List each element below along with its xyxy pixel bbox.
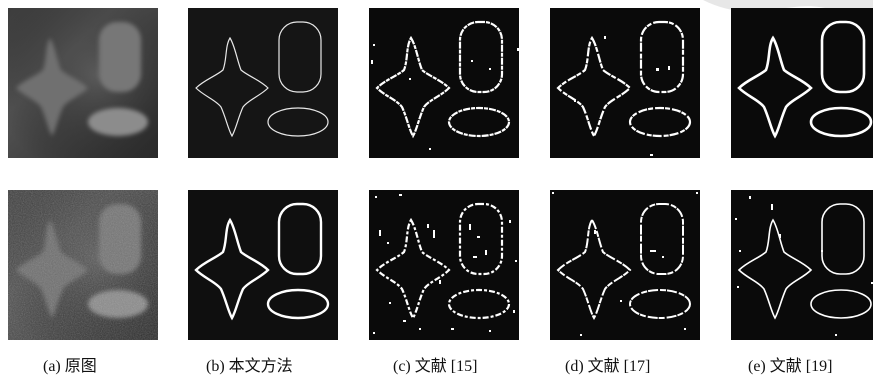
edge-map-ref17-noisy bbox=[550, 190, 700, 340]
caption-original: (a) 原图 bbox=[43, 358, 97, 375]
edge-map-proposed-noisy bbox=[188, 190, 338, 340]
caption-proposed-method: (b) 本文方法 bbox=[206, 358, 293, 375]
edge-map-proposed-clean bbox=[188, 8, 338, 158]
caption-reference-15: (c) 文献 [15] bbox=[393, 358, 478, 375]
edge-map-ref15-noisy bbox=[369, 190, 519, 340]
caption-reference-17: (d) 文献 [17] bbox=[565, 358, 651, 375]
original-image-noisy bbox=[8, 190, 158, 340]
edge-map-ref15-clean bbox=[369, 8, 519, 158]
edge-map-ref17-clean bbox=[550, 8, 700, 158]
caption-reference-19: (e) 文献 [19] bbox=[748, 358, 833, 375]
original-image-clean bbox=[8, 8, 158, 158]
edge-map-ref19-clean bbox=[731, 8, 873, 158]
edge-map-ref19-noisy bbox=[731, 190, 873, 340]
